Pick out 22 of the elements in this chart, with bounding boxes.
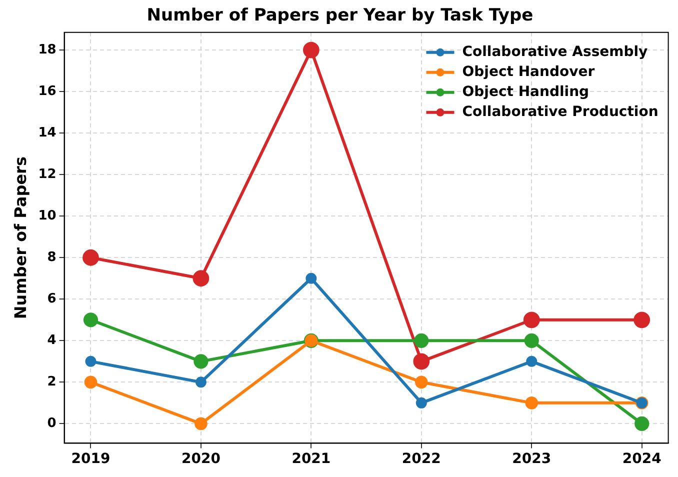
legend-label: Collaborative Production: [462, 104, 658, 120]
y-tick-label: 18: [38, 42, 56, 58]
y-tick-label: 2: [47, 374, 56, 390]
y-tick-label: 12: [38, 166, 56, 182]
x-tick-label: 2020: [181, 451, 221, 468]
x-tick-label: 2019: [71, 451, 110, 468]
y-tick-label: 4: [47, 333, 56, 348]
y-tick-label: 8: [47, 250, 56, 265]
y-tick-label: 10: [38, 208, 56, 224]
y-tick-label: 14: [38, 125, 56, 140]
y-tick-label: 6: [47, 292, 56, 307]
y-tick-label: 16: [38, 84, 56, 99]
chart-title: Number of Papers per Year by Task Type: [146, 6, 534, 26]
x-tick-label: 2023: [512, 451, 552, 468]
y-axis-title: Number of Papers: [10, 156, 30, 320]
y-tick-label: 0: [47, 416, 56, 432]
legend-label: Collaborative Assembly: [462, 44, 648, 60]
x-tick-label: 2021: [292, 451, 331, 468]
legend-label: Object Handling: [462, 84, 590, 100]
legend-label: Object Handover: [462, 64, 595, 80]
x-tick-label: 2022: [402, 451, 441, 468]
x-tick-label: 2024: [622, 451, 662, 468]
